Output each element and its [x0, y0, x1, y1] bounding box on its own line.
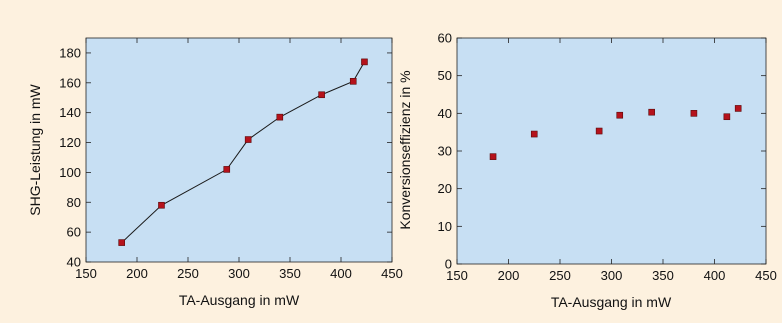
x-tick-label: 250 — [177, 266, 199, 281]
y-tick-label: 40 — [67, 255, 81, 270]
data-point — [244, 136, 252, 143]
data-point — [734, 105, 742, 112]
data-point — [616, 111, 624, 119]
data-point — [648, 108, 655, 116]
x-axis: 150 200 250 300 350 400 450 — [446, 38, 777, 283]
x-tick-label: 400 — [704, 268, 726, 283]
y-tick-label: 0 — [445, 257, 452, 272]
x-axis-label: TA-Ausgang in mW — [551, 294, 672, 310]
x-tick-label: 200 — [498, 268, 520, 283]
data-point — [158, 201, 165, 209]
series-line — [121, 61, 365, 243]
data-markers — [489, 105, 742, 160]
y-tick-label: 20 — [438, 181, 452, 196]
x-tick-label: 350 — [279, 266, 301, 281]
y-tick-label: 140 — [59, 105, 81, 120]
x-tick-label: 250 — [549, 268, 571, 283]
y-tick-label: 60 — [438, 31, 452, 46]
data-point — [361, 58, 368, 66]
data-point — [489, 153, 497, 160]
y-tick-label: 40 — [438, 106, 452, 121]
x-axis-label: TA-Ausgang in mW — [179, 292, 300, 308]
x-tick-label: 150 — [446, 268, 468, 283]
data-point — [723, 113, 731, 121]
data-point — [276, 113, 284, 121]
x-tick-label: 450 — [755, 268, 777, 283]
x-tick-label: 450 — [381, 266, 403, 281]
y-tick-label: 160 — [59, 75, 81, 90]
data-point — [118, 239, 125, 246]
y-tick-label: 60 — [67, 225, 81, 240]
y-tick-label: 80 — [67, 195, 81, 210]
y-tick-label: 100 — [59, 165, 81, 180]
chart-conversion-efficiency: 150 200 250 300 350 400 450 0 10 20 30 40 50 60 TA-A… — [397, 31, 777, 311]
data-point — [223, 166, 231, 173]
x-tick-label: 150 — [75, 266, 97, 281]
data-point — [318, 91, 325, 99]
y-tick-label: 50 — [438, 68, 452, 83]
x-axis: 150 200 250 300 350 400 450 — [75, 38, 403, 281]
y-axis: 0 10 20 30 40 50 60 — [438, 31, 766, 272]
y-tick-label: 30 — [438, 144, 452, 159]
data-point — [595, 127, 603, 135]
x-tick-label: 300 — [601, 268, 623, 283]
y-axis: 40 60 80 100 120 140 160 180 — [59, 45, 392, 270]
x-tick-label: 350 — [652, 268, 674, 283]
data-point — [690, 110, 698, 117]
y-tick-label: 180 — [59, 45, 81, 60]
y-tick-label: 10 — [438, 219, 452, 234]
data-markers — [118, 58, 368, 246]
x-tick-label: 400 — [330, 266, 352, 281]
data-point — [530, 130, 538, 138]
data-point — [349, 78, 357, 85]
plot-area — [85, 37, 393, 263]
x-tick-label: 300 — [228, 266, 250, 281]
series-lines — [121, 61, 365, 243]
y-axis-label: Konversionseffizienz in % — [397, 70, 413, 229]
chart-shg-power: 150 200 250 300 350 400 450 40 60 80 100 120 140 160… — [27, 37, 403, 308]
y-axis-label: SHG-Leistung in mW — [27, 83, 43, 215]
plot-area — [456, 37, 767, 265]
y-tick-label: 120 — [59, 135, 81, 150]
x-tick-label: 200 — [126, 266, 148, 281]
